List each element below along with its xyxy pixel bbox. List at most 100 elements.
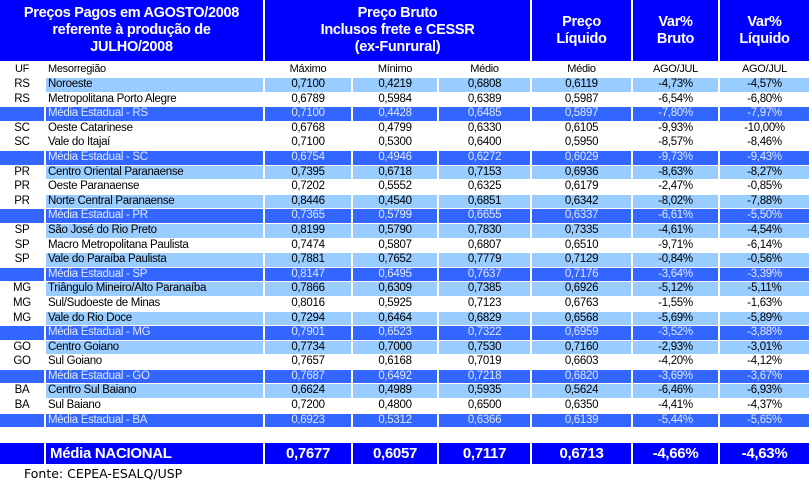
cell-med: 0,7153 [439,165,532,181]
cell-liq: 0,7160 [532,340,633,356]
cell-min: 0,5300 [353,136,439,151]
column-header: AGO/JUL [720,61,809,78]
table-row: RS Metropolitana Porto Alegre 0,6789 0,5984… [0,92,809,108]
table-row: SP São José do Rio Preto 0,8199 0,5790 0,783… [0,223,809,239]
cell-liq: 0,6603 [532,355,633,370]
cell-uf [0,107,46,122]
cell-max: 0,7294 [265,311,353,327]
cell-min: 0,4989 [353,384,439,400]
price-table: Preços Pagos em AGOSTO/2008 referente à … [0,0,809,429]
cell-region: Oeste Paranaense [46,180,265,195]
cell-var-liquido: -7,88% [720,194,809,210]
cell-max: 0,8016 [265,296,353,312]
cell-min: 0,6495 [353,267,439,283]
table-row: BA Sul Baiano 0,7200 0,4800 0,6500 0,6350 -4,4… [0,399,809,414]
table-row: PR Centro Oriental Paranaense 0,7395 0,6718… [0,165,809,181]
source-note: Fonte: CEPEA-ESALQ/USP [24,466,183,481]
column-header: Mínimo [353,61,439,78]
table-body: RS Noroeste 0,7100 0,4219 0,6808 0,6119 -4,73%… [0,78,809,429]
cell-uf: SP [0,223,46,239]
cell-min: 0,6492 [353,369,439,385]
cell-liq: 0,6029 [532,150,633,166]
cell-uf: PR [0,180,46,195]
cell-var-liquido: -6,80% [720,92,809,108]
cell-med: 0,6330 [439,121,532,137]
state-average-row: Média Estadual - SP 0,8147 0,6495 0,7637 0,7… [0,267,809,283]
cell-liq: 0,5897 [532,107,633,122]
cell-uf [0,413,46,429]
cell-min: 0,6168 [353,355,439,370]
cell-min: 0,4946 [353,150,439,166]
column-headers: UF Mesorregião Máximo Mínimo Médio Médio AGO/J… [0,61,809,78]
cell-med: 0,7779 [439,253,532,268]
cell-max: 0,7365 [265,209,353,224]
cell-var-liquido: -3,67% [720,369,809,385]
cell-var-liquido: -9,43% [720,150,809,166]
cell-max: 0,7881 [265,253,353,268]
cell-region: Vale do Rio Doce [46,311,265,327]
header-line: Var% [747,13,782,30]
cell-var-liquido: -5,89% [720,311,809,327]
cell-region: Média Estadual - MG [46,326,265,341]
cell-max: 0,6789 [265,92,353,108]
table-row: PR Norte Central Paranaense 0,8446 0,4540 0,… [0,194,809,210]
header-line: Var% [658,13,693,30]
cell-max: 0,6768 [265,121,353,137]
cell-med: 0,6829 [439,311,532,327]
column-header: UF [0,61,46,78]
cell-med: 0,7322 [439,326,532,341]
cell-max: 0,7657 [265,355,353,370]
cell-var-bruto: -3,69% [633,369,720,385]
cell-var-liquido: -3,01% [720,340,809,356]
title-line: Preços Pagos em AGOSTO/2008 [23,5,240,21]
cell-uf: RS [0,92,46,108]
cell-med: 0,6389 [439,92,532,108]
header-preco-liquido: Preço Líquido [532,0,633,61]
cell-max: 0,7200 [265,399,353,414]
header-line: Preço Bruto [357,5,438,21]
cell-var-liquido: -5,65% [720,413,809,429]
column-header: Médio [532,61,633,78]
header-line: Bruto [656,30,695,47]
cell-var-liquido: -5,11% [720,282,809,297]
cell-region: Sul Baiano [46,399,265,414]
cell-var-bruto: -8,02% [633,194,720,210]
cell-label: Média NACIONAL [46,443,265,464]
cell-max: 0,7202 [265,180,353,195]
cell-liq: 0,6119 [532,78,633,93]
header-preco-bruto: Preço Bruto Inclusos frete e CESSR (ex-F… [265,0,532,61]
cell-liq: 0,6959 [532,326,633,341]
cell-med: 0,7123 [439,296,532,312]
header-var-liquido: Var% Líquido [720,0,809,61]
column-header: Mesorregião [46,61,265,78]
cell-uf [0,267,46,283]
cell-var-bruto: -4,41% [633,399,720,414]
cell-max: 0,8147 [265,267,353,283]
cell-var-liquido: -10,00% [720,121,809,137]
cell-liq: 0,7335 [532,223,633,239]
cell-var-liquido: -4,54% [720,223,809,239]
cell-max: 0,7677 [265,443,353,464]
cell-var-bruto: -6,46% [633,384,720,400]
table-row: GO Sul Goiano 0,7657 0,6168 0,7019 0,6603 -4,2… [0,355,809,370]
cell-liq: 0,6936 [532,165,633,181]
cell-med: 0,7637 [439,267,532,283]
cell-liq: 0,6337 [532,209,633,224]
cell-min: 0,4540 [353,194,439,210]
cell-region: Macro Metropolitana Paulista [46,238,265,254]
cell-uf [0,150,46,166]
cell-med: 0,6272 [439,150,532,166]
cell-min: 0,6309 [353,282,439,297]
cell-var-bruto: -5,44% [633,413,720,429]
cell-uf: GO [0,355,46,370]
cell-region: Média Estadual - BA [46,413,265,429]
table-row: MG Triângulo Mineiro/Alto Paranaíba 0,7866… [0,282,809,297]
cell-var-bruto: -5,69% [633,311,720,327]
cell-min: 0,7652 [353,253,439,268]
cell-region: Vale do Itajaí [46,136,265,151]
cell-liq: 0,6713 [532,443,633,464]
cell-med: 0,6807 [439,238,532,254]
cell-liq: 0,5987 [532,92,633,108]
cell-var-bruto: -2,47% [633,180,720,195]
cell-uf: MG [0,296,46,312]
